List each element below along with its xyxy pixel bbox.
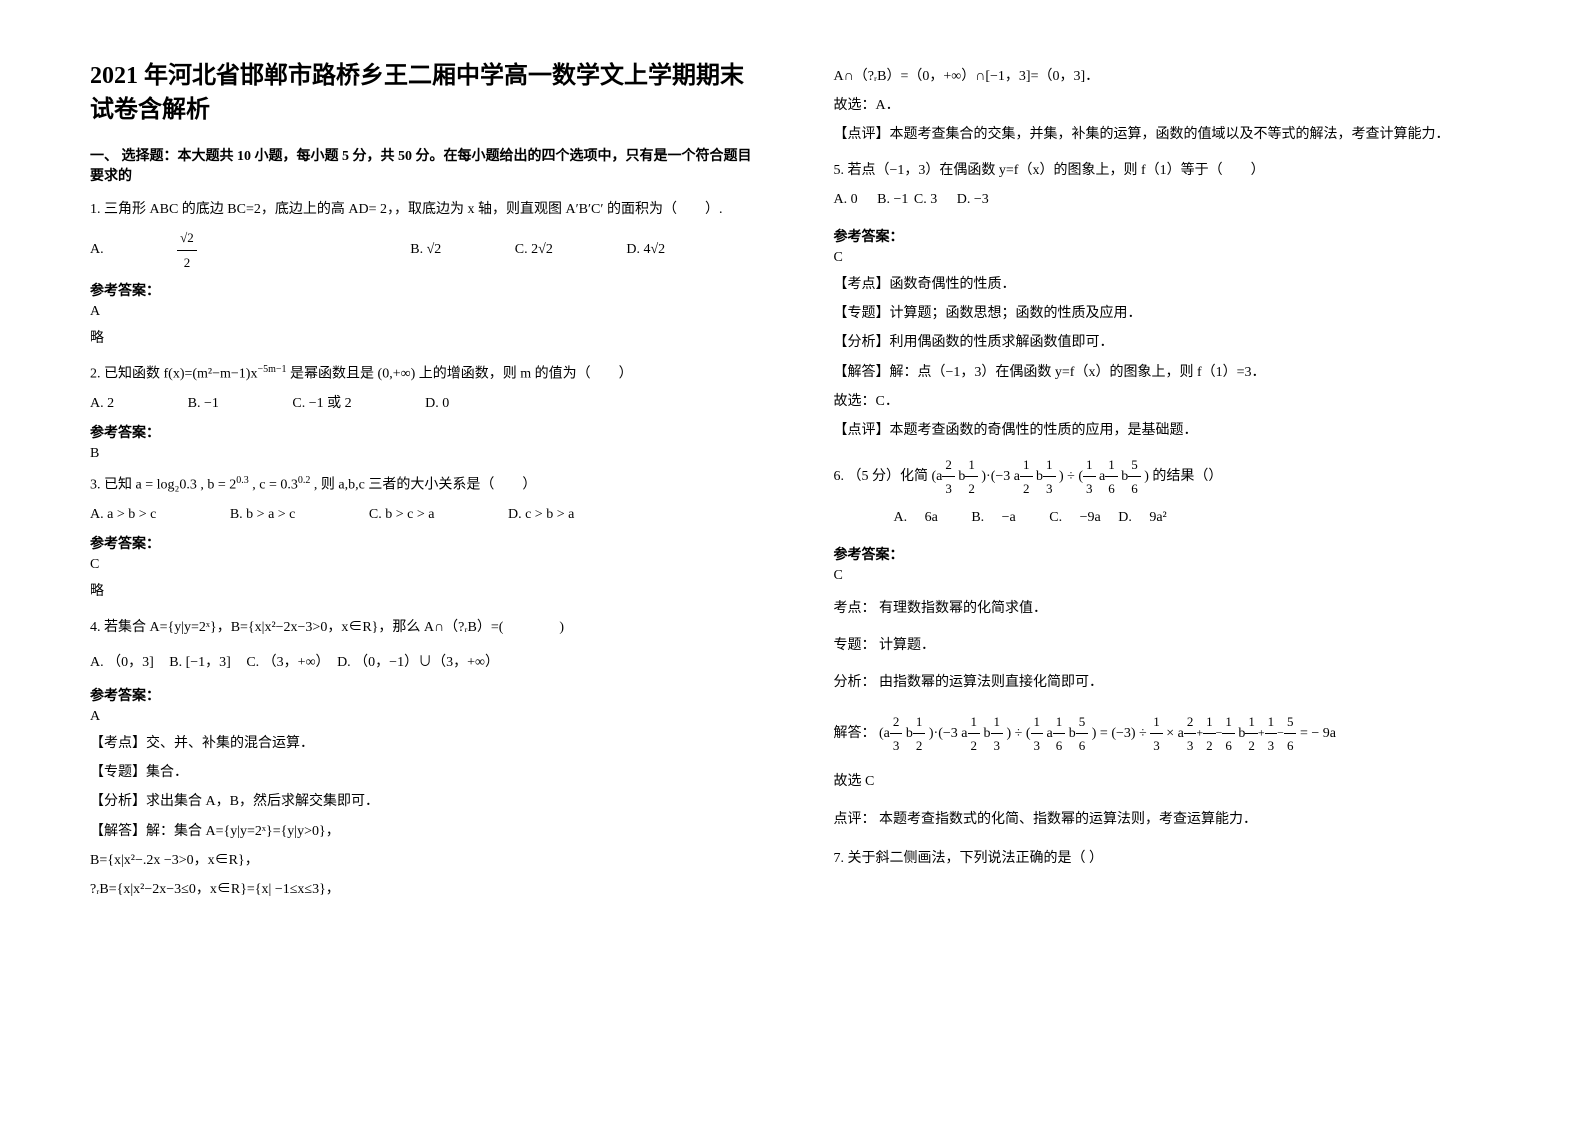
q4-ans: A <box>90 709 754 725</box>
q1-optC: C. 2√2 <box>515 237 553 262</box>
q5-n2: 【专题】计算题；函数思想；函数的性质及应用． <box>834 301 1498 326</box>
q5-text: 5. 若点（−1，3）在偶函数 y=f（x）的图象上，则 f（1）等于（ ） <box>834 158 1498 183</box>
q5-n4: 【解答】解：点（−1，3）在偶函数 y=f（x）的图象上，则 f（1）=3． <box>834 360 1498 385</box>
q4-n5: B={x|x²−.2x −3>0，x∈R}， <box>90 848 754 873</box>
q3-note: 略 <box>90 579 754 604</box>
q4-options: A. （0，3] B. [−1，3] C. （3，+∞） D. （0，−1）∪（… <box>90 650 754 675</box>
q3-b-exp: 0.3 <box>236 475 249 486</box>
q5-optB: B. −1 <box>877 187 908 212</box>
q6-sol-label: 解答： <box>834 726 876 741</box>
q3-ans: C <box>90 557 754 573</box>
q4-n3: 【分析】求出集合 A，B，然后求解交集即可． <box>90 789 754 814</box>
q2: 2. 已知函数 f(x)=(m²−m−1)x−5m−1 是幂函数且是 (0,+∞… <box>90 361 754 387</box>
q3-text3: , 则 a,b,c 三者的大小关系是（ ） <box>314 478 536 493</box>
q6-optC: C. −9a <box>1049 505 1100 530</box>
q6-n2: 专题： 计算题． <box>834 633 1498 658</box>
q4-n6: ?ᵣB={x|x²−2x−3≤0，x∈R}={x| −1≤x≤3}， <box>90 877 754 902</box>
q2-ans-label: 参考答案： <box>90 422 754 442</box>
q5-n1: 【考点】函数奇偶性的性质． <box>834 272 1498 297</box>
q3-optA: A. a > b > c <box>90 502 156 527</box>
q5-optD: D. −3 <box>957 187 989 212</box>
q5-n3: 【分析】利用偶函数的性质求解函数值即可． <box>834 330 1498 355</box>
q6-n1: 考点： 有理数指数幂的化简求值． <box>834 596 1498 621</box>
q6-n5: 点评： 本题考查指数式的化简、指数幂的运算法则，考查运算能力． <box>834 807 1498 832</box>
q2-optD: D. 0 <box>425 391 449 416</box>
q4-optD: D. （0，−1）∪（3，+∞） <box>337 650 499 675</box>
q6-sol-rhs: (−3) ÷ 13 × a23+12−16 b12+13−56 <box>1111 726 1300 741</box>
right-column: A∩（?ᵣB）=（0，+∞）∩[−1，3]=（0，3]． 故选：A． 【点评】本… <box>794 0 1587 1122</box>
q3-ans-label: 参考答案： <box>90 533 754 553</box>
q7-text: 7. 关于斜二侧画法，下列说法正确的是（ ） <box>834 846 1498 871</box>
frac-sqrt2-over-2: √22 <box>177 226 267 274</box>
q3-text1: 3. 已知 a = log₂0.3 , b = 2 <box>90 478 236 493</box>
q1-note: 略 <box>90 326 754 351</box>
q6-options: A. 6a B. −a C. −9a D. 9a² <box>834 505 1498 530</box>
q4-n2: 【专题】集合． <box>90 760 754 785</box>
q6-ans-label: 参考答案： <box>834 544 1498 564</box>
q6: 6. （5 分）化简 (a23 b12 )·(−3 a12 b13 ) ÷ (1… <box>834 453 1498 501</box>
q4-n1: 【考点】交、并、补集的混合运算． <box>90 731 754 756</box>
q3-optD: D. c > b > a <box>508 502 574 527</box>
left-column: 2021 年河北省邯郸市路桥乡王二厢中学高一数学文上学期期末试卷含解析 一、 选… <box>0 0 794 1122</box>
q5-n6: 【点评】本题考查函数的奇偶性的性质的应用，是基础题． <box>834 418 1498 443</box>
q1-optD: D. 4√2 <box>626 237 665 262</box>
q4-text: 4. 若集合 A={y|y=2ˣ}，B={x|x²−2x−3>0，x∈R}，那么… <box>90 615 754 640</box>
q1-ans-label: 参考答案： <box>90 280 754 300</box>
q5-options: A. 0 B. −1 C. 3 D. −3 <box>834 187 1498 212</box>
q6-pre: 6. （5 分）化简 <box>834 469 932 484</box>
q3-optC: C. b > c > a <box>369 502 435 527</box>
q3-text2: , c = 0.3 <box>252 478 298 493</box>
q1-options: A. √22 B. √2 C. 2√2 D. 4√2 <box>90 226 754 274</box>
q6-n4: 故选 C <box>834 769 1498 794</box>
q1-text: 1. 三角形 ABC 的底边 BC=2，底边上的高 AD= 2，，取底边为 x … <box>90 197 754 222</box>
q6-expr: (a23 b12 )·(−3 a12 b13 ) ÷ (13 a16 b56 ) <box>932 469 1153 484</box>
q6-sol: 解答： (a23 b12 )·(−3 a12 b13 ) ÷ (13 a16 b… <box>834 710 1498 758</box>
q2-text: 2. 已知函数 f(x)=(m²−m−1)x <box>90 367 257 382</box>
q6-post: 的结果（） <box>1152 469 1222 484</box>
q5-optA: A. 0 <box>834 187 858 212</box>
q5-optC: C. 3 <box>914 187 937 212</box>
r-line1: A∩（?ᵣB）=（0，+∞）∩[−1，3]=（0，3]． <box>834 64 1498 89</box>
q2-ans: B <box>90 446 754 462</box>
q2-optC: C. −1 或 2 <box>292 391 351 416</box>
r-line2: 故选：A． <box>834 93 1498 118</box>
page-title: 2021 年河北省邯郸市路桥乡王二厢中学高一数学文上学期期末试卷含解析 <box>90 60 754 127</box>
q1-optB: B. √2 <box>410 237 441 262</box>
section1-head: 一、 选择题：本大题共 10 小题，每小题 5 分，共 50 分。在每小题给出的… <box>90 145 754 185</box>
q3: 3. 已知 a = log₂0.3 , b = 20.3 , c = 0.30.… <box>90 472 754 498</box>
q2-optB: B. −1 <box>188 391 219 416</box>
q5-ans-label: 参考答案： <box>834 226 1498 246</box>
q6-optB: B. −a <box>971 505 1015 530</box>
q4-optA: A. （0，3] <box>90 650 154 675</box>
q6-ans: C <box>834 568 1498 584</box>
q2-exp: −5m−1 <box>257 364 286 375</box>
q6-sol-expr: (a23 b12 )·(−3 a12 b13 ) ÷ (13 a16 b56 ) <box>879 726 1100 741</box>
q3-optB: B. b > a > c <box>230 502 296 527</box>
q1-ans: A <box>90 304 754 320</box>
q2-optA: A. 2 <box>90 391 114 416</box>
q6-n3: 分析： 由指数幂的运算法则直接化简即可． <box>834 670 1498 695</box>
q4-optC: C. （3，+∞） <box>246 650 329 675</box>
q5-ans: C <box>834 250 1498 266</box>
q4-n4: 【解答】解：集合 A={y|y=2ˣ}={y|y>0}， <box>90 819 754 844</box>
q2-text2: 是幂函数且是 (0,+∞) 上的增函数，则 m 的值为（ ） <box>287 367 633 382</box>
r-line3: 【点评】本题考查集合的交集，并集，补集的运算，函数的值域以及不等式的解法，考查计… <box>834 122 1498 147</box>
q5-n5: 故选：C． <box>834 389 1498 414</box>
q1-optA: A. √22 <box>90 226 337 274</box>
q6-optA: A. 6a <box>894 505 938 530</box>
q4-optB: B. [−1，3] <box>169 650 231 675</box>
q4-ans-label: 参考答案： <box>90 685 754 705</box>
q3-options: A. a > b > c B. b > a > c C. b > c > a D… <box>90 502 754 527</box>
q3-c-exp: 0.2 <box>298 475 311 486</box>
q6-optD: D. 9a² <box>1118 505 1167 530</box>
q2-options: A. 2 B. −1 C. −1 或 2 D. 0 <box>90 391 754 416</box>
